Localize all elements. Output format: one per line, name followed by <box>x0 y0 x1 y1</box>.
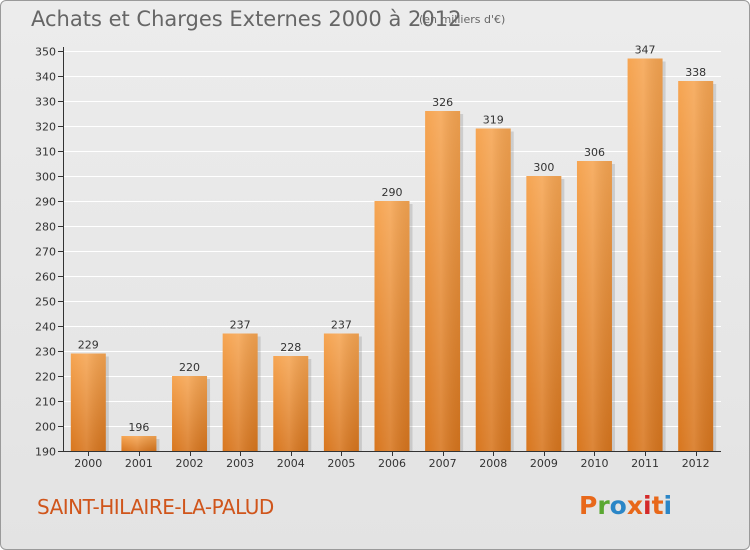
bar-sheen <box>273 356 309 451</box>
data-label: 237 <box>230 319 251 332</box>
logo-letter: i <box>643 491 652 520</box>
y-tick-label: 330 <box>35 96 56 109</box>
bar-sheen <box>475 128 511 451</box>
y-tick-label: 260 <box>35 271 56 284</box>
bar-sheen <box>222 333 258 451</box>
logo-letter: P <box>579 491 598 520</box>
y-tick-label: 310 <box>35 146 56 159</box>
logo-letter: x <box>626 491 643 520</box>
data-label: 306 <box>584 146 605 159</box>
data-labels: 229 196 220 237 228 237 290 326 319 300 306 347 338 <box>78 44 706 435</box>
data-label: 237 <box>331 319 352 332</box>
x-tick-label: 2005 <box>327 457 355 470</box>
x-tick-label: 2008 <box>479 457 507 470</box>
bar-sheen <box>70 353 106 451</box>
y-tick-label: 350 <box>35 46 56 59</box>
x-tick-label: 2010 <box>580 457 608 470</box>
bars <box>70 58 717 451</box>
data-label: 220 <box>179 361 200 374</box>
y-tick-label: 230 <box>35 346 56 359</box>
logo-letter: t <box>651 491 664 520</box>
data-label: 338 <box>685 66 706 79</box>
data-label: 196 <box>128 421 149 434</box>
bar-sheen <box>526 176 562 451</box>
y-tick-label: 320 <box>35 121 56 134</box>
y-tick-label: 220 <box>35 371 56 384</box>
bar-sheen <box>678 81 714 451</box>
data-label: 229 <box>78 339 99 352</box>
bar-sheen <box>323 333 359 451</box>
y-tick-label: 270 <box>35 246 56 259</box>
bar-sheen <box>121 436 157 451</box>
data-label: 326 <box>432 96 453 109</box>
y-tick-label: 250 <box>35 296 56 309</box>
logo-letter: r <box>597 491 610 520</box>
x-tick-label: 2001 <box>125 457 153 470</box>
data-label: 347 <box>635 44 656 57</box>
logo-letter: o <box>609 491 627 520</box>
y-tick-label: 200 <box>35 421 56 434</box>
bar-sheen <box>374 201 410 451</box>
x-tick-label: 2004 <box>277 457 305 470</box>
data-label: 228 <box>280 341 301 354</box>
data-label: 319 <box>483 114 504 127</box>
x-tick-label: 2012 <box>682 457 710 470</box>
bar-sheen <box>425 111 461 451</box>
data-label: 300 <box>533 161 554 174</box>
x-tick-label: 2007 <box>429 457 457 470</box>
bar-sheen <box>576 161 612 451</box>
bar-sheen <box>172 376 208 451</box>
y-tick-label: 190 <box>35 446 56 459</box>
x-tick-label: 2002 <box>176 457 204 470</box>
x-tick-label: 2003 <box>226 457 254 470</box>
place-name: SAINT-HILAIRE-LA-PALUD <box>37 495 274 519</box>
chart-title: Achats et Charges Externes 2000 à 2012 <box>31 7 462 31</box>
data-label: 290 <box>382 186 403 199</box>
y-tick-label: 290 <box>35 196 56 209</box>
y-tick-label: 240 <box>35 321 56 334</box>
y-tick-label: 300 <box>35 171 56 184</box>
bar-sheen <box>627 58 663 451</box>
x-tick-label: 2006 <box>378 457 406 470</box>
y-tick-label: 210 <box>35 396 56 409</box>
logo-letter: i <box>663 491 673 520</box>
proxiti-logo[interactable]: Proxiti <box>579 491 672 520</box>
axes: 190 200 210 220 230 240 250 260 270 280 290 300 310 3… <box>35 46 721 470</box>
x-tick-label: 2009 <box>530 457 558 470</box>
x-tick-label: 2011 <box>631 457 659 470</box>
y-tick-label: 280 <box>35 221 56 234</box>
y-tick-label: 340 <box>35 71 56 84</box>
x-tick-label: 2000 <box>74 457 102 470</box>
chart-subtitle: (en milliers d'€) <box>419 13 506 26</box>
